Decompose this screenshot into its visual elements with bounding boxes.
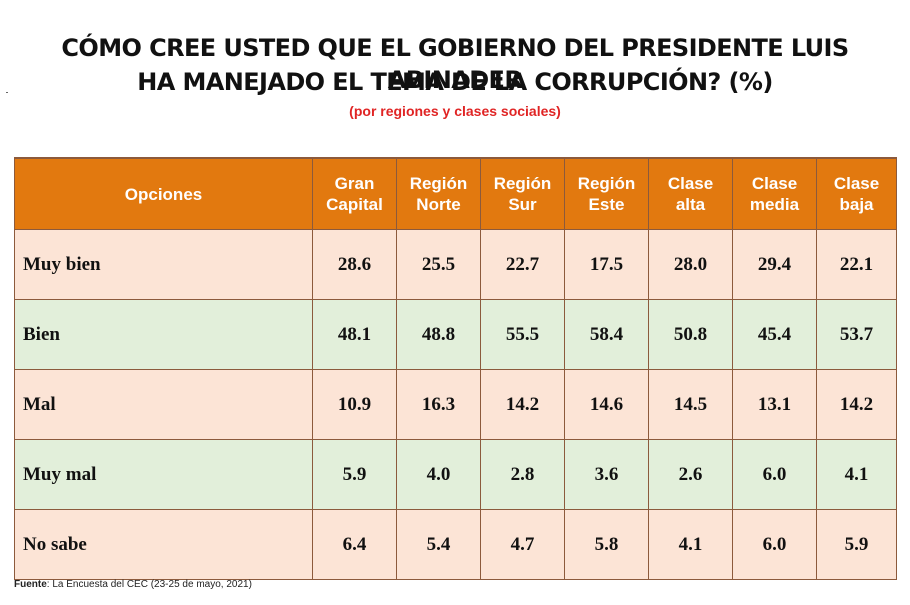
- table-cell: 2.8: [480, 439, 565, 510]
- column-header-line1: Región: [577, 174, 636, 193]
- column-header-line1: Clase: [751, 174, 798, 193]
- column-header-line2: Sur: [508, 195, 537, 214]
- table-cell: 4.7: [480, 509, 565, 580]
- source-label: Fuente: [14, 579, 47, 590]
- table-cell: 28.0: [648, 229, 733, 300]
- table-cell: 6.4: [312, 509, 397, 580]
- table-cell: 48.8: [396, 299, 481, 370]
- table-row-no-sabe: No sabe 6.4 5.4 4.7 5.8 4.1 6.0 5.9: [14, 509, 897, 580]
- table-cell: 4.1: [816, 439, 897, 510]
- table-cell: 5.8: [564, 509, 649, 580]
- table-cell: 22.7: [480, 229, 565, 300]
- table-cell: 2.6: [648, 439, 733, 510]
- table-cell: 16.3: [396, 369, 481, 440]
- source-text: : La Encuesta del CEC (23-25 de mayo, 20…: [46, 579, 252, 590]
- row-label: No sabe: [14, 509, 313, 580]
- table-cell: 17.5: [564, 229, 649, 300]
- column-header-clase-alta: Clase alta: [648, 157, 733, 230]
- chart-subtitle: (por regiones y clases sociales): [349, 103, 561, 119]
- column-header-region-este: Región Este: [564, 157, 649, 230]
- chart-title-line-1: CÓMO CREE USTED QUE EL GOBIERNO DEL PRES…: [61, 34, 849, 94]
- table-cell: 14.2: [816, 369, 897, 440]
- source-note: Fuente: La Encuesta del CEC (23-25 de ma…: [14, 579, 252, 590]
- table-cell: 28.6: [312, 229, 397, 300]
- chart-title-line-2: HA MANEJADO EL TEMA DE LA CORRUPCIÓN? (%…: [137, 68, 773, 96]
- table-cell: 6.0: [732, 509, 817, 580]
- column-header-gran-capital: Gran Capital: [312, 157, 397, 230]
- column-header-line2: media: [749, 195, 800, 214]
- column-header-clase-media: Clase media: [732, 157, 817, 230]
- table-row-mal: Mal 10.9 16.3 14.2 14.6 14.5 13.1 14.2: [14, 369, 897, 440]
- table-cell: 55.5: [480, 299, 565, 370]
- table-header-row: Opciones Gran Capital Región Norte Región S…: [14, 157, 897, 230]
- table-cell: 5.4: [396, 509, 481, 580]
- table-cell: 45.4: [732, 299, 817, 370]
- table-cell: 13.1: [732, 369, 817, 440]
- column-header-line2: Capital: [326, 195, 383, 214]
- column-header-region-sur: Región Sur: [480, 157, 565, 230]
- column-header-line1: Opciones: [124, 184, 203, 204]
- row-label: Muy mal: [14, 439, 313, 510]
- table-cell: 4.0: [396, 439, 481, 510]
- table-cell: 5.9: [312, 439, 397, 510]
- table-cell: 5.9: [816, 509, 897, 580]
- table-cell: 50.8: [648, 299, 733, 370]
- table-cell: 48.1: [312, 299, 397, 370]
- table-row-muy-mal: Muy mal 5.9 4.0 2.8 3.6 2.6 6.0 4.1: [14, 439, 897, 510]
- column-header-line1: Región: [493, 174, 552, 193]
- column-header-line1: Clase: [667, 174, 714, 193]
- column-header-line2: alta: [675, 195, 706, 214]
- column-header-line2: Este: [588, 195, 625, 214]
- table-cell: 25.5: [396, 229, 481, 300]
- table-cell: 3.6: [564, 439, 649, 510]
- table-cell: 29.4: [732, 229, 817, 300]
- table-cell: 4.1: [648, 509, 733, 580]
- table-cell: 14.5: [648, 369, 733, 440]
- column-header-line1: Región: [409, 174, 468, 193]
- stray-dot-mark: [6, 92, 8, 93]
- column-header-line1: Clase: [833, 174, 880, 193]
- table-row-bien: Bien 48.1 48.8 55.5 58.4 50.8 45.4 53.7: [14, 299, 897, 370]
- results-table: Opciones Gran Capital Región Norte Región S…: [14, 157, 897, 580]
- row-label: Muy bien: [14, 229, 313, 300]
- column-header-opciones: Opciones: [14, 157, 313, 230]
- column-header-line1: Gran: [334, 174, 375, 193]
- table-cell: 10.9: [312, 369, 397, 440]
- column-header-region-norte: Región Norte: [396, 157, 481, 230]
- column-header-clase-baja: Clase baja: [816, 157, 897, 230]
- column-header-line2: baja: [839, 195, 874, 214]
- table-cell: 14.6: [564, 369, 649, 440]
- table-row-muy-bien: Muy bien 28.6 25.5 22.7 17.5 28.0 29.4 2…: [14, 229, 897, 300]
- table-cell: 53.7: [816, 299, 897, 370]
- table-cell: 6.0: [732, 439, 817, 510]
- table-cell: 22.1: [816, 229, 897, 300]
- column-header-line2: Norte: [416, 195, 461, 214]
- row-label: Bien: [14, 299, 313, 370]
- table-cell: 14.2: [480, 369, 565, 440]
- row-label: Mal: [14, 369, 313, 440]
- table-cell: 58.4: [564, 299, 649, 370]
